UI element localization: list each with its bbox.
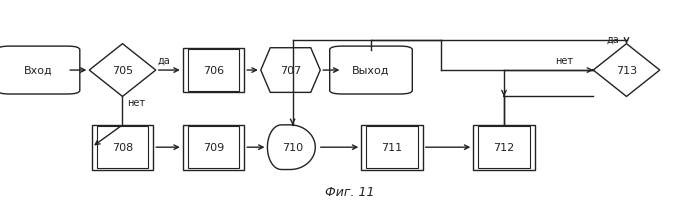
FancyBboxPatch shape: [0, 47, 80, 95]
Text: Вход: Вход: [24, 66, 53, 76]
Polygon shape: [260, 48, 321, 93]
Text: 706: 706: [203, 66, 224, 76]
Bar: [361, 125, 423, 170]
Text: 709: 709: [203, 142, 224, 153]
Text: 710: 710: [282, 142, 303, 153]
Bar: [97, 127, 148, 168]
Text: да: да: [607, 35, 620, 44]
FancyBboxPatch shape: [330, 47, 412, 95]
Text: 711: 711: [382, 142, 402, 153]
Bar: [188, 50, 239, 92]
Text: 708: 708: [112, 142, 133, 153]
Polygon shape: [594, 44, 659, 97]
Bar: [366, 127, 418, 168]
Text: да: да: [158, 56, 171, 66]
Text: нет: нет: [554, 56, 573, 66]
Bar: [478, 127, 530, 168]
Text: 707: 707: [280, 66, 301, 76]
Polygon shape: [267, 125, 315, 170]
Text: нет: нет: [127, 97, 145, 107]
Text: 713: 713: [616, 66, 637, 76]
Bar: [183, 125, 244, 170]
Bar: [183, 48, 244, 93]
Text: 712: 712: [494, 142, 514, 153]
Polygon shape: [90, 44, 155, 97]
Text: Выход: Выход: [352, 66, 390, 76]
Bar: [473, 125, 535, 170]
Bar: [188, 127, 239, 168]
Bar: [92, 125, 153, 170]
Text: Фиг. 11: Фиг. 11: [326, 185, 374, 198]
Text: 705: 705: [112, 66, 133, 76]
